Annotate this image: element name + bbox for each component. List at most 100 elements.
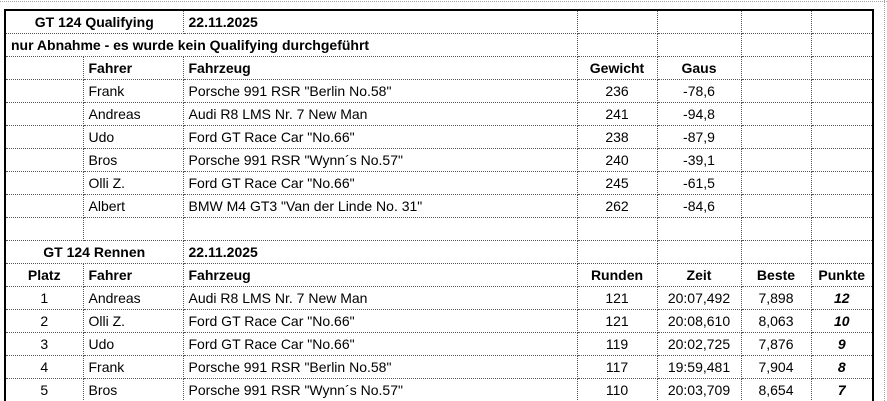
empty-cell xyxy=(740,170,812,195)
qualifying-header-fahrzeug: Fahrzeug xyxy=(182,55,578,80)
race-title: GT 124 Rennen xyxy=(4,239,184,264)
zeit-cell: 20:07,492 xyxy=(656,285,742,310)
fahrer-cell: Frank xyxy=(82,354,184,379)
race-row: 2 Olli Z. Ford GT Race Car "No.66" 121 2… xyxy=(4,308,874,333)
gaus-cell: -78,6 xyxy=(656,78,742,103)
punkte-cell: 12 xyxy=(810,285,874,310)
empty-cell xyxy=(740,124,812,149)
zeit-cell: 19:59,481 xyxy=(656,354,742,379)
runden-cell: 121 xyxy=(576,285,658,310)
race-header-fahrzeug: Fahrzeug xyxy=(182,262,578,287)
empty-cell xyxy=(576,239,658,264)
qualifying-row: Bros Porsche 991 RSR "Wynn´s No.57" 240 … xyxy=(4,147,874,172)
zeit-cell: 20:02,725 xyxy=(656,331,742,356)
platz-cell: 2 xyxy=(4,308,84,333)
gridline-top-edge xyxy=(0,1,887,2)
qualifying-title: GT 124 Qualifying xyxy=(4,9,184,34)
punkte-cell: 7 xyxy=(810,377,874,401)
beste-cell: 8,063 xyxy=(740,308,812,333)
gaus-cell: -87,9 xyxy=(656,124,742,149)
platz-cell: 5 xyxy=(4,377,84,401)
empty-cell xyxy=(4,101,84,126)
qualifying-header-gaus: Gaus xyxy=(656,55,742,80)
empty-cell xyxy=(810,239,874,264)
fahrzeug-cell: Audi R8 LMS Nr. 7 New Man xyxy=(182,101,578,126)
race-header-runden: Runden xyxy=(576,262,658,287)
qualifying-header-fahrer: Fahrer xyxy=(82,55,184,80)
qualifying-note-row: nur Abnahme - es wurde kein Qualifying d… xyxy=(4,32,874,57)
fahrzeug-cell: Ford GT Race Car "No.66" xyxy=(182,308,578,333)
fahrer-cell: Bros xyxy=(82,147,184,172)
results-table: GT 124 Qualifying 22.11.2025 nur Abnahme… xyxy=(4,9,874,401)
qualifying-row: Frank Porsche 991 RSR "Berlin No.58" 236… xyxy=(4,78,874,103)
empty-cell xyxy=(740,32,812,57)
race-header-zeit: Zeit xyxy=(656,262,742,287)
qualifying-header-row: Fahrer Fahrzeug Gewicht Gaus xyxy=(4,55,874,80)
beste-cell: 8,654 xyxy=(740,377,812,401)
runden-cell: 117 xyxy=(576,354,658,379)
empty-cell xyxy=(810,193,874,218)
fahrer-cell: Udo xyxy=(82,331,184,356)
qualifying-date: 22.11.2025 xyxy=(182,9,578,34)
race-row: 4 Frank Porsche 991 RSR "Berlin No.58" 1… xyxy=(4,354,874,379)
race-header-row: Platz Fahrer Fahrzeug Runden Zeit Beste … xyxy=(4,262,874,287)
qualifying-title-row: GT 124 Qualifying 22.11.2025 xyxy=(4,9,874,34)
fahrzeug-cell: Ford GT Race Car "No.66" xyxy=(182,170,578,195)
gaus-cell: -61,5 xyxy=(656,170,742,195)
race-header-fahrer: Fahrer xyxy=(82,262,184,287)
fahrer-cell: Albert xyxy=(82,193,184,218)
race-header-punkte: Punkte xyxy=(810,262,874,287)
qualifying-row: Udo Ford GT Race Car "No.66" 238 -87,9 xyxy=(4,124,874,149)
fahrer-cell: Bros xyxy=(82,377,184,401)
fahrzeug-cell: Porsche 991 RSR "Wynn´s No.57" xyxy=(182,377,578,401)
fahrzeug-cell: BMW M4 GT3 "Van der Linde No. 31" xyxy=(182,193,578,218)
empty-cell xyxy=(810,170,874,195)
empty-cell xyxy=(740,193,812,218)
punkte-cell: 10 xyxy=(810,308,874,333)
empty-cell xyxy=(810,32,874,57)
empty-cell xyxy=(810,124,874,149)
fahrzeug-cell: Porsche 991 RSR "Berlin No.58" xyxy=(182,354,578,379)
race-date: 22.11.2025 xyxy=(182,239,578,264)
gaus-cell: -84,6 xyxy=(656,193,742,218)
race-title-row: GT 124 Rennen 22.11.2025 xyxy=(4,239,874,264)
fahrzeug-cell: Porsche 991 RSR "Berlin No.58" xyxy=(182,78,578,103)
fahrzeug-cell: Audi R8 LMS Nr. 7 New Man xyxy=(182,285,578,310)
empty-cell xyxy=(4,78,84,103)
fahrzeug-cell: Ford GT Race Car "No.66" xyxy=(182,331,578,356)
platz-cell: 4 xyxy=(4,354,84,379)
punkte-cell: 8 xyxy=(810,354,874,379)
race-header-platz: Platz xyxy=(4,262,84,287)
qualifying-header-gewicht: Gewicht xyxy=(576,55,658,80)
empty-cell xyxy=(4,124,84,149)
platz-cell: 1 xyxy=(4,285,84,310)
gaus-cell: -94,8 xyxy=(656,101,742,126)
empty-cell xyxy=(656,216,742,241)
fahrer-cell: Olli Z. xyxy=(82,308,184,333)
empty-cell xyxy=(740,55,812,80)
fahrer-cell: Frank xyxy=(82,78,184,103)
zeit-cell: 20:08,610 xyxy=(656,308,742,333)
beste-cell: 7,876 xyxy=(740,331,812,356)
beste-cell: 7,904 xyxy=(740,354,812,379)
empty-cell xyxy=(740,216,812,241)
runden-cell: 110 xyxy=(576,377,658,401)
fahrzeug-cell: Ford GT Race Car "No.66" xyxy=(182,124,578,149)
empty-cell xyxy=(4,193,84,218)
empty-cell xyxy=(656,239,742,264)
empty-cell xyxy=(656,9,742,34)
qualifying-row: Albert BMW M4 GT3 "Van der Linde No. 31"… xyxy=(4,193,874,218)
gewicht-cell: 262 xyxy=(576,193,658,218)
empty-cell xyxy=(576,9,658,34)
fahrer-cell: Olli Z. xyxy=(82,170,184,195)
gewicht-cell: 238 xyxy=(576,124,658,149)
runden-cell: 119 xyxy=(576,331,658,356)
empty-cell xyxy=(740,101,812,126)
empty-cell xyxy=(740,147,812,172)
gewicht-cell: 241 xyxy=(576,101,658,126)
qualifying-row: Andreas Audi R8 LMS Nr. 7 New Man 241 -9… xyxy=(4,101,874,126)
platz-cell: 3 xyxy=(4,331,84,356)
gaus-cell: -39,1 xyxy=(656,147,742,172)
empty-cell xyxy=(810,9,874,34)
